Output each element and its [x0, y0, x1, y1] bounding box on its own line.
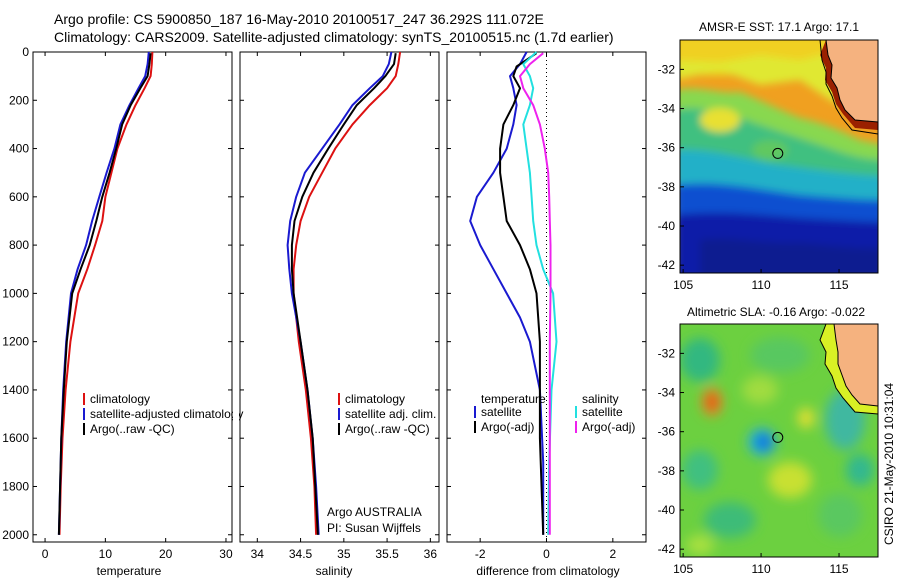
sst-map-frame — [679, 39, 879, 274]
difference-axis-label: difference from climatology — [476, 564, 619, 578]
y-tick-label: 1000 — [2, 286, 29, 300]
x-tick-label: -2 — [475, 547, 486, 561]
sst-shelf-contour — [819, 40, 878, 135]
map-x-tick-label: 110 — [752, 278, 771, 292]
difference-legend: temperature salinity satellite Argo(-adj… — [474, 392, 635, 434]
legend-header-temperature: temperature — [481, 392, 546, 406]
map-x-tick-label: 105 — [673, 562, 693, 576]
legend-label-diff-sal-argo: Argo(-adj) — [582, 420, 635, 434]
map-x-tick-label: 115 — [829, 562, 848, 576]
x-tick-label: 34 — [251, 547, 265, 561]
series-line-argo-adj-1 — [499, 52, 545, 535]
sst-land-strip — [820, 40, 878, 130]
figure-title-line1: Argo profile: CS 5900850_187 16-May-2010… — [54, 11, 544, 27]
map-y-tick-label: -38 — [658, 180, 676, 194]
series-line-satellite-2 — [522, 51, 558, 535]
y-tick-label: 2000 — [2, 528, 29, 542]
figure-title-line2: Climatology: CARS2009. Satellite-adjuste… — [54, 29, 614, 45]
temperature-legend: climatology satellite-adjusted climatolo… — [83, 392, 243, 436]
sst-land — [826, 40, 878, 122]
sla-map-frame — [679, 323, 879, 558]
map-x-tick-label: 105 — [673, 278, 693, 292]
map-y-tick-label: -40 — [658, 503, 676, 517]
legend-header-salinity: salinity — [582, 392, 619, 406]
annotation-pi: PI: Susan Wijffels — [327, 521, 421, 535]
salinity-panel-frame — [239, 51, 440, 543]
sla-shelf-contour — [819, 324, 878, 415]
x-tick-label: 0 — [42, 547, 49, 561]
x-tick-label: 10 — [99, 547, 113, 561]
legend-label-sal-climatology: climatology — [345, 392, 405, 406]
y-tick-label: 1600 — [2, 431, 29, 445]
y-tick-label: 800 — [9, 238, 29, 252]
sla-land — [834, 324, 878, 406]
series-line-argo-raw-qc-2 — [290, 53, 397, 535]
temperature-axis-label: temperature — [97, 564, 162, 578]
x-tick-label: 30 — [219, 547, 233, 561]
sla-coastline — [833, 324, 878, 407]
series-line-satellite-0 — [469, 51, 545, 535]
x-tick-label: 35.5 — [375, 547, 399, 561]
sla-map-title: Altimetric SLA: -0.16 Argo: -0.022 — [687, 305, 865, 319]
series-line-climatology-0 — [292, 51, 402, 535]
argo-position-marker — [772, 147, 784, 159]
x-tick-label: 0 — [543, 547, 550, 561]
map-y-tick-label: -42 — [658, 542, 676, 556]
map-y-tick-label: -34 — [658, 386, 676, 400]
map-y-tick-label: -36 — [658, 425, 676, 439]
y-tick-label: 0 — [22, 45, 29, 59]
map-y-tick-label: -38 — [658, 464, 676, 478]
series-line-argo-raw-qc-2 — [57, 53, 152, 535]
map-y-tick-label: -36 — [658, 141, 676, 155]
y-tick-label: 1200 — [2, 335, 29, 349]
series-line-argo-adj-3 — [519, 52, 552, 535]
temperature-panel-frame — [32, 51, 233, 543]
legend-label-argo: Argo(..raw -QC) — [90, 422, 175, 436]
sst-map-title: AMSR-E SST: 17.1 Argo: 17.1 — [699, 20, 859, 34]
map-y-tick-label: -32 — [658, 62, 676, 76]
x-tick-label: 35 — [337, 547, 351, 561]
legend-label-diff-temp-argo: Argo(-adj) — [481, 420, 534, 434]
map-y-tick-label: -42 — [658, 258, 676, 272]
annotation-argo-australia: Argo AUSTRALIA — [327, 505, 422, 519]
map-x-tick-label: 110 — [752, 562, 771, 576]
map-y-tick-label: -34 — [658, 102, 676, 116]
y-tick-label: 1400 — [2, 383, 29, 397]
argo-position-marker — [772, 431, 784, 443]
legend-label-climatology: climatology — [90, 392, 150, 406]
y-tick-label: 200 — [9, 93, 29, 107]
legend-label-sal-argo: Argo(..raw -QC) — [345, 422, 430, 436]
legend-label-satellite-adjusted: satellite-adjusted climatology — [90, 407, 243, 421]
sla-map — [680, 324, 878, 557]
series-line-satellite-adj-clim-1 — [286, 51, 393, 535]
y-tick-label: 400 — [9, 142, 29, 156]
sst-coastline — [825, 40, 878, 123]
map-y-tick-label: -40 — [658, 219, 676, 233]
legend-label-diff-sal-satellite: satellite — [582, 405, 623, 419]
map-x-tick-label: 115 — [829, 278, 848, 292]
y-tick-label: 600 — [9, 190, 29, 204]
salinity-legend: climatology satellite adj. clim. Argo(..… — [338, 392, 436, 436]
side-label: CSIRO 21-May-2010 10:31:04 — [882, 383, 896, 545]
legend-label-sal-satellite: satellite adj. clim. — [345, 407, 436, 421]
x-tick-label: 34.5 — [289, 547, 313, 561]
map-y-tick-label: -32 — [658, 346, 676, 360]
legend-label-diff-temp-satellite: satellite — [481, 405, 522, 419]
series-line-climatology-0 — [58, 51, 154, 535]
x-tick-label: 36 — [424, 547, 438, 561]
x-tick-label: 20 — [159, 547, 173, 561]
salinity-axis-label: salinity — [316, 564, 353, 578]
x-tick-label: 2 — [609, 547, 616, 561]
sst-map — [680, 40, 878, 273]
y-tick-label: 1800 — [2, 479, 29, 493]
